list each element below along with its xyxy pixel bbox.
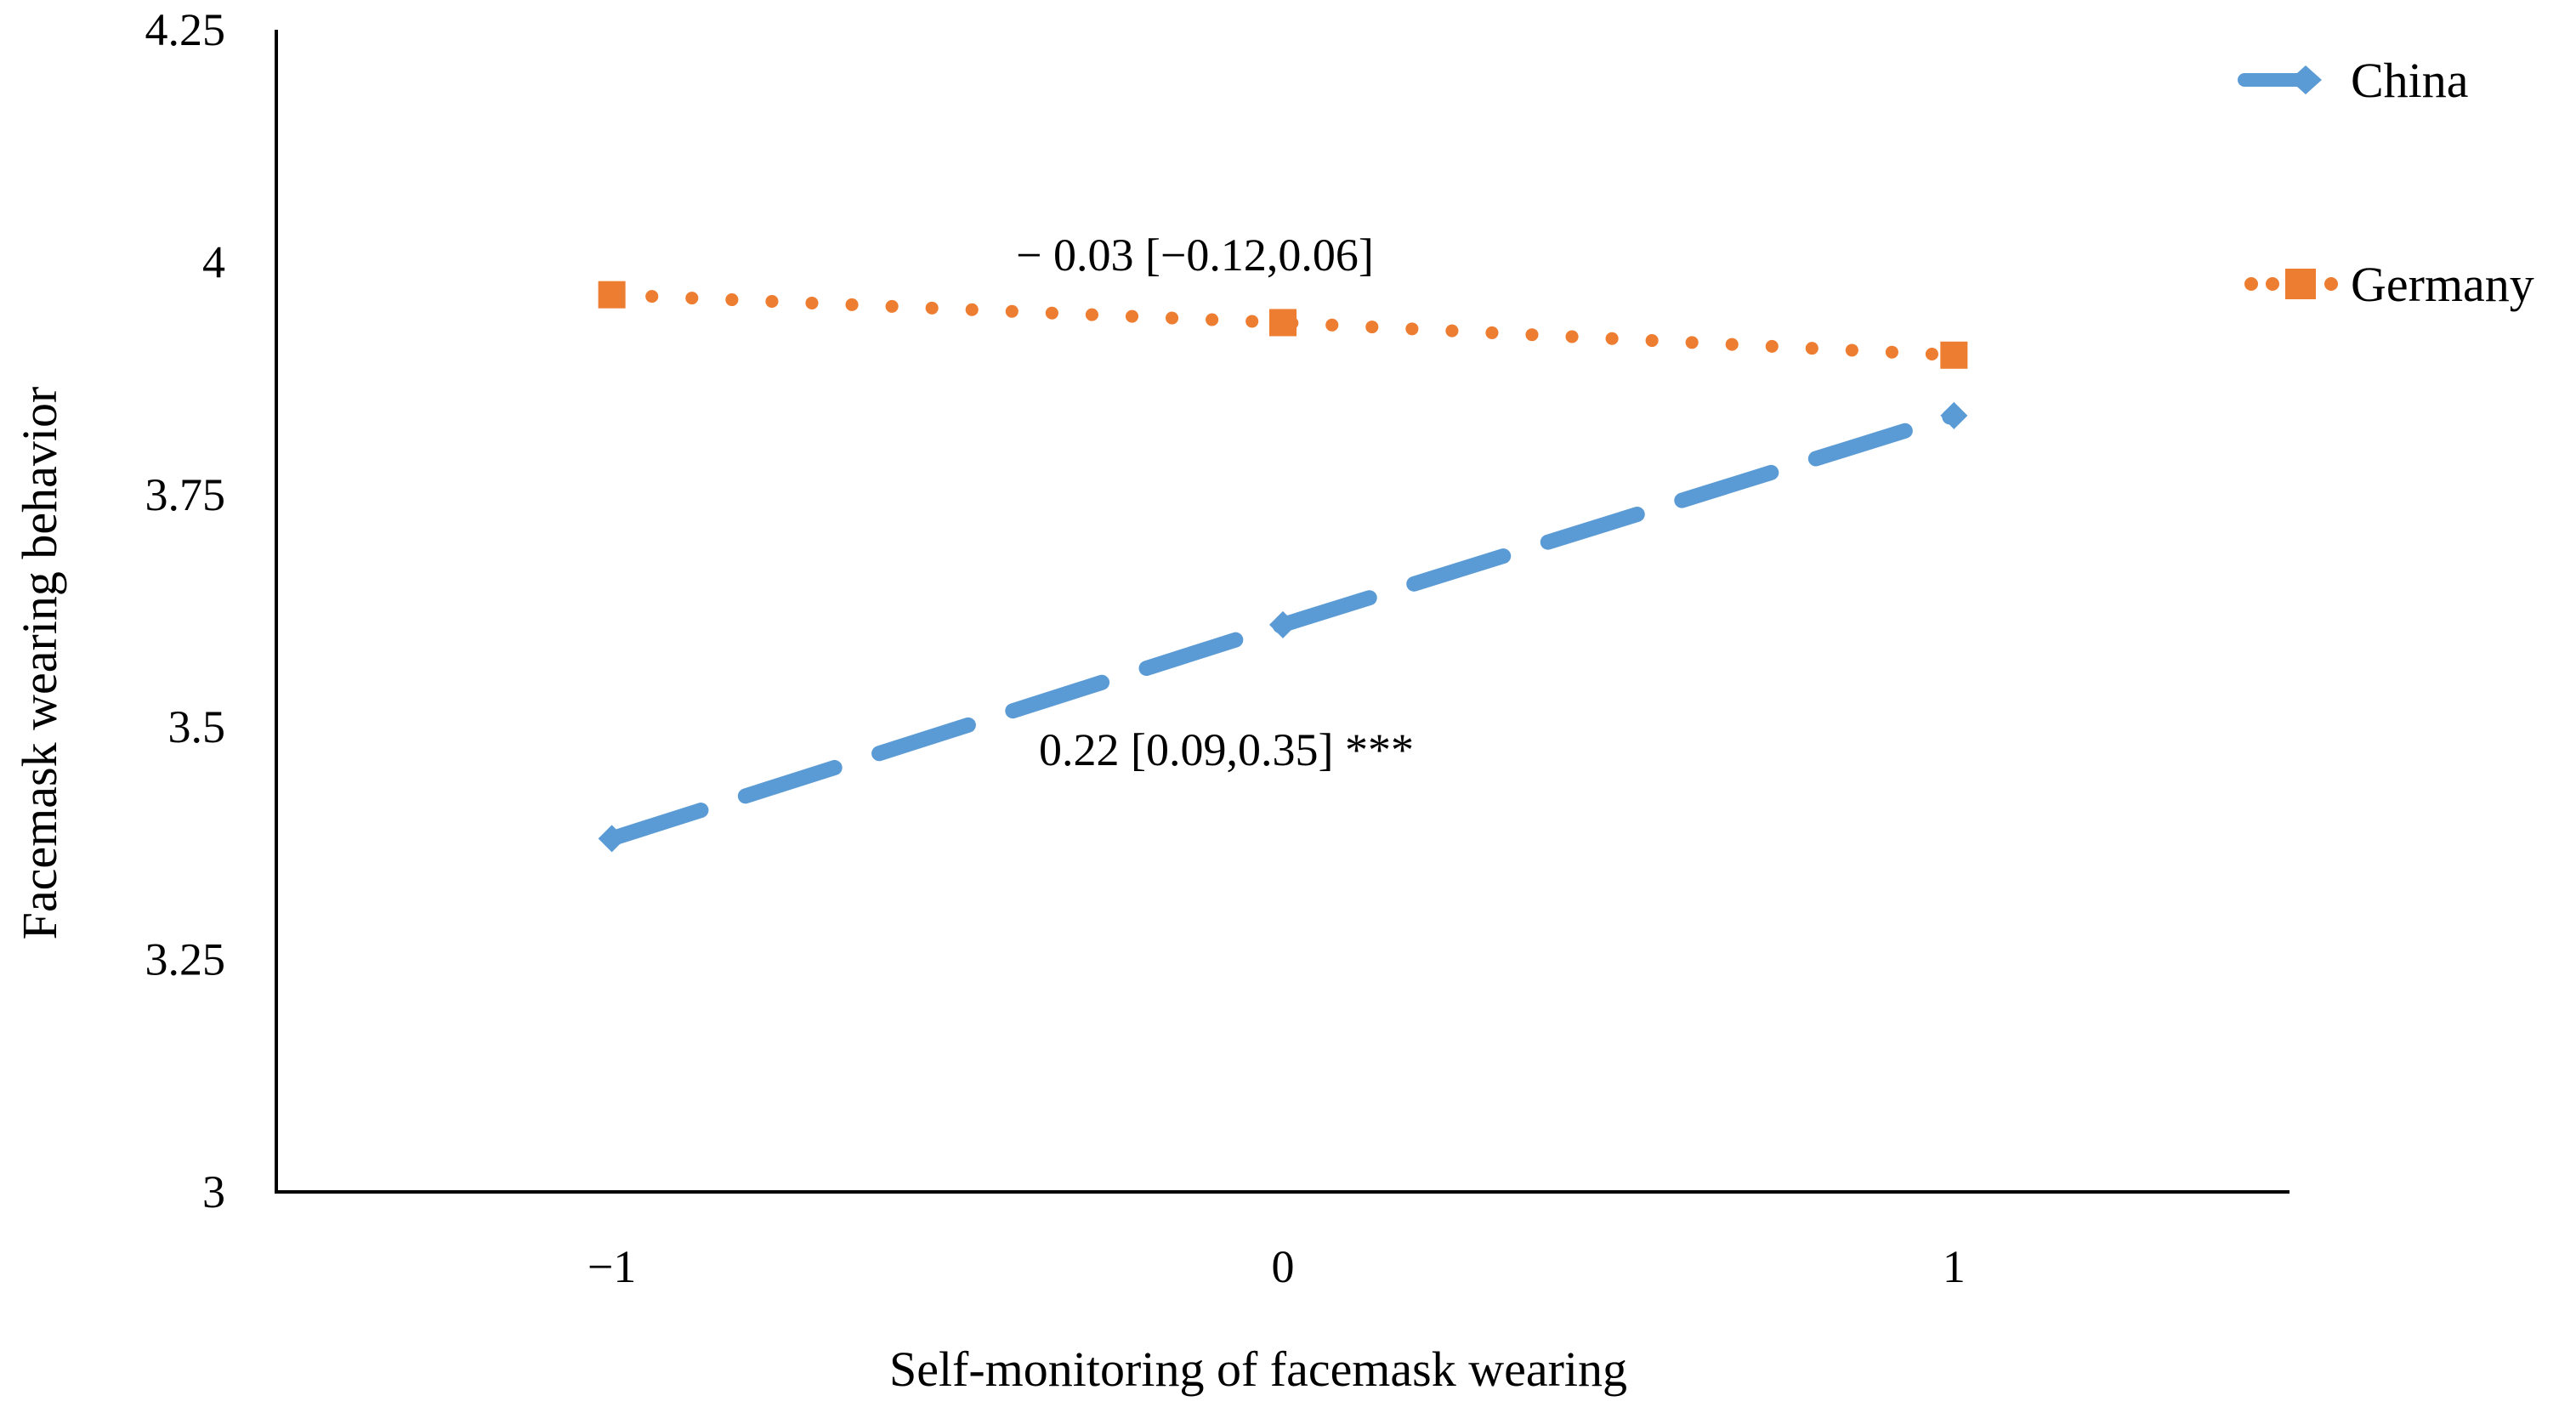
axes: [275, 30, 2289, 1194]
x-tick-label: 0: [1272, 1241, 1295, 1292]
legend-label-china: China: [2351, 53, 2469, 108]
x-tick-label: 1: [1943, 1241, 1966, 1292]
legend-marker-china: [2289, 65, 2322, 94]
y-tick-label: 3.75: [145, 469, 226, 520]
legend-marker-germany: [2285, 269, 2316, 299]
series-markers: [598, 281, 1968, 853]
legend: China Germany: [2238, 53, 2534, 312]
legend-swatch-germany-dot: [2266, 277, 2279, 291]
data-point-germany: [1940, 341, 1968, 369]
data-point-china: [1269, 610, 1297, 638]
x-tick-labels: −1 0 1: [587, 1241, 1966, 1292]
legend-item-china: China: [2238, 53, 2469, 108]
legend-swatch-germany-dot: [2244, 277, 2258, 291]
y-axis-title: Facemask wearing behavior: [12, 387, 67, 940]
legend-item-germany: Germany: [2244, 257, 2534, 312]
y-tick-label: 3: [202, 1166, 225, 1217]
legend-label-germany: Germany: [2351, 257, 2534, 312]
x-tick-label: −1: [587, 1241, 636, 1292]
annotations: − 0.03 [−0.12,0.06] 0.22 [0.09,0.35] ***: [1016, 230, 1414, 775]
annotation-china-slope: 0.22 [0.09,0.35] ***: [1039, 724, 1414, 775]
legend-swatch-germany-dot: [2324, 277, 2338, 291]
y-tick-label: 3.5: [168, 701, 226, 752]
data-point-china: [598, 825, 626, 853]
annotation-germany-slope: − 0.03 [−0.12,0.06]: [1016, 230, 1374, 281]
series-line-germany: [605, 288, 1960, 362]
y-tick-label: 4: [202, 236, 225, 287]
y-tick-labels: 3 3.25 3.5 3.75 4 4.25: [145, 4, 226, 1217]
y-tick-label: 3.25: [145, 934, 226, 985]
data-point-germany: [598, 281, 626, 309]
y-tick-label: 4.25: [145, 4, 226, 55]
data-point-china: [1940, 401, 1968, 429]
x-axis-title: Self-monitoring of facemask wearing: [889, 1342, 1627, 1397]
data-point-germany: [1269, 309, 1297, 337]
